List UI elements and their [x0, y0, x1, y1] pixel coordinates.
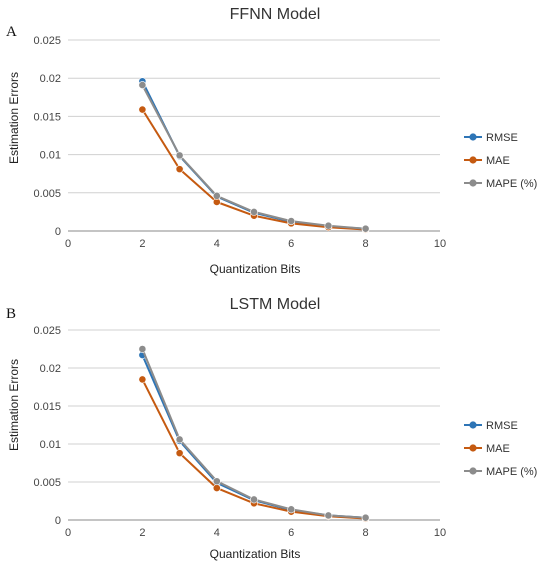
y-tick-label-ffnn: 0.025	[33, 35, 61, 47]
data-point-mae-ffnn	[138, 105, 147, 114]
x-tick-label-lstm: 4	[214, 527, 220, 539]
data-point-mape-ffnn	[175, 151, 184, 160]
legend-marker-mae-ffnn	[469, 156, 477, 164]
panel-letter-a: A	[6, 24, 17, 40]
legend-marker-mae-lstm	[469, 444, 477, 452]
legend-label-mape-ffnn: MAPE (%)	[486, 178, 537, 190]
legend-label-rmse-lstm: RMSE	[486, 420, 518, 432]
data-point-mape-ffnn	[250, 207, 258, 216]
chart-title-lstm: LSTM Model	[230, 296, 321, 313]
data-point-mape-lstm	[361, 513, 370, 522]
data-point-mape-ffnn	[138, 81, 147, 89]
x-tick-label-ffnn: 4	[214, 238, 220, 250]
data-point-mape-lstm	[212, 477, 221, 486]
data-point-mape-ffnn	[212, 191, 221, 200]
x-tick-label-lstm: 2	[139, 527, 145, 539]
data-point-mae-ffnn	[175, 165, 184, 174]
x-tick-label-lstm: 10	[434, 527, 446, 539]
plot-area-ffnn: 0 0.005 0.01 0.015 0.02 0.025 0 2 4 6 8 10 RMSE MAE MA…	[33, 35, 537, 250]
data-point-mape-lstm	[250, 495, 258, 504]
panel-letter-b: B	[6, 306, 16, 322]
x-tick-label-ffnn: 2	[139, 238, 145, 250]
y-tick-label-ffnn: 0.005	[33, 188, 61, 200]
x-tick-label-ffnn: 0	[65, 238, 71, 250]
x-axis-label-ffnn: Quantization Bits	[210, 262, 301, 276]
chart-title-ffnn: FFNN Model	[230, 6, 321, 23]
y-tick-label-ffnn: 0	[55, 226, 61, 238]
data-point-mae-lstm	[138, 375, 147, 384]
legend-label-rmse-ffnn: RMSE	[486, 132, 518, 144]
legend-marker-rmse-ffnn	[469, 133, 477, 141]
legend-label-mape-lstm: MAPE (%)	[486, 466, 537, 478]
y-tick-label-lstm: 0.005	[33, 477, 61, 489]
legend-marker-rmse-lstm	[469, 421, 477, 429]
x-tick-label-lstm: 6	[288, 527, 294, 539]
legend-marker-mape-ffnn	[469, 179, 477, 187]
y-tick-label-ffnn: 0.01	[40, 150, 61, 162]
y-tick-label-ffnn: 0.02	[40, 73, 61, 85]
y-tick-label-ffnn: 0.015	[33, 111, 61, 123]
legend-label-mae-ffnn: MAE	[486, 155, 510, 167]
legend-label-mae-lstm: MAE	[486, 443, 510, 455]
x-tick-label-ffnn: 8	[363, 238, 369, 250]
x-axis-label-lstm: Quantization Bits	[210, 547, 301, 561]
y-tick-label-lstm: 0	[55, 515, 61, 527]
data-point-mape-ffnn	[287, 217, 296, 225]
data-point-mape-lstm	[138, 345, 147, 353]
data-point-mape-lstm	[175, 435, 184, 444]
data-point-mape-lstm	[324, 511, 333, 520]
y-tick-label-lstm: 0.015	[33, 401, 61, 413]
legend-marker-mape-lstm	[469, 467, 477, 475]
y-tick-label-lstm: 0.02	[40, 363, 61, 375]
x-tick-label-lstm: 0	[65, 527, 71, 539]
y-axis-label-lstm: Estimation Errors	[7, 359, 21, 451]
y-axis-label-ffnn: Estimation Errors	[7, 72, 21, 164]
x-tick-label-ffnn: 10	[434, 238, 446, 250]
x-tick-label-lstm: 8	[363, 527, 369, 539]
plot-area-lstm: 0 0.005 0.01 0.015 0.02 0.025 0 2 4 6 8 10 RMSE MAE MA…	[33, 325, 537, 539]
data-point-mape-lstm	[287, 505, 296, 514]
y-tick-label-lstm: 0.025	[33, 325, 61, 337]
data-point-mae-lstm	[175, 449, 184, 458]
series-line-rmse-lstm	[141, 354, 366, 519]
y-tick-label-lstm: 0.01	[40, 439, 61, 451]
data-point-mape-ffnn	[324, 221, 333, 230]
data-point-mae-lstm	[212, 484, 221, 492]
data-point-mape-ffnn	[361, 224, 370, 233]
x-tick-label-ffnn: 6	[288, 238, 294, 250]
